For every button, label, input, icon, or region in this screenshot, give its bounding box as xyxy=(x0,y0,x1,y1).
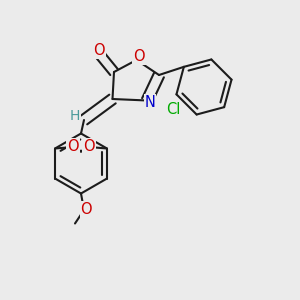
Text: O: O xyxy=(67,139,79,154)
Text: O: O xyxy=(93,43,105,58)
Text: Cl: Cl xyxy=(166,102,180,117)
Text: H: H xyxy=(70,109,80,122)
Text: O: O xyxy=(83,139,95,154)
Text: O: O xyxy=(133,49,145,64)
Text: O: O xyxy=(81,202,92,217)
Text: N: N xyxy=(145,95,155,110)
